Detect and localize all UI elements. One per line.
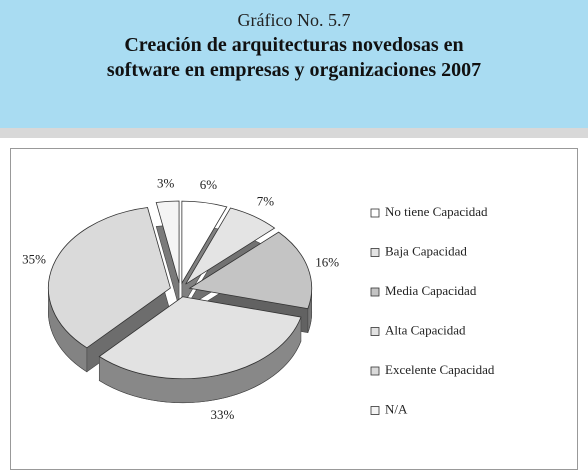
slice: [188, 231, 313, 310]
chart-frame: [10, 148, 578, 470]
data-label: 35%: [22, 251, 46, 266]
slice: [185, 207, 276, 285]
chart-subtitle: Gráfico No. 5.7: [237, 10, 351, 30]
legend-label: N/A: [385, 401, 408, 416]
data-label: 33%: [210, 407, 234, 422]
legend-label: Alta Capacidad: [385, 322, 466, 337]
slice: [155, 200, 180, 284]
data-label: 3%: [157, 175, 175, 190]
slice: [98, 296, 302, 380]
header-shadow: [0, 128, 588, 138]
chart-title: Creación de arquitecturas novedosas en s…: [106, 34, 482, 81]
legend-swatch: [370, 248, 380, 257]
legend-swatch: [370, 327, 380, 336]
legend-label: Excelente Capacidad: [385, 362, 495, 377]
legend-label: Baja Capacidad: [385, 243, 467, 258]
legend-swatch: [370, 287, 380, 297]
header: Gráfico No. 5.7 Creación de arquitectura…: [0, 0, 588, 128]
legend-swatch: [370, 208, 380, 218]
legend-label: No tiene Capacidad: [385, 204, 488, 219]
data-label: 7%: [257, 193, 275, 208]
data-label: 16%: [315, 255, 339, 270]
legend-label: Media Capacidad: [385, 283, 477, 298]
legend-swatch: [370, 366, 380, 376]
legend-swatch: [370, 406, 380, 415]
data-label: 6%: [200, 177, 218, 192]
slice: [48, 207, 171, 349]
slice: [181, 200, 228, 285]
